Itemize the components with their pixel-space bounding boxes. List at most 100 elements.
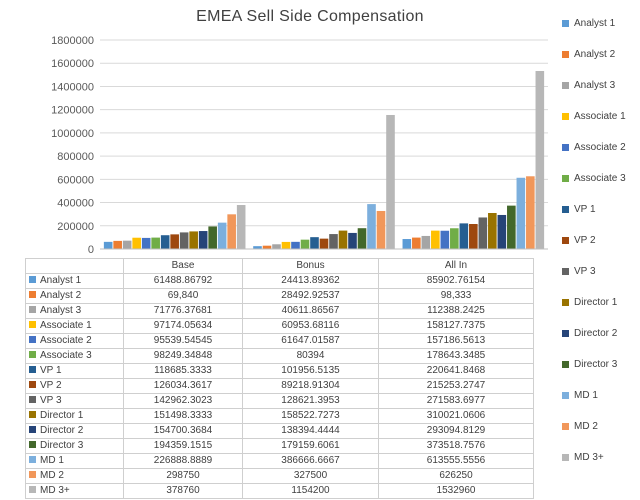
series-swatch	[29, 291, 36, 298]
legend-label: MD 3+	[574, 452, 638, 463]
series-name: Director 1	[40, 410, 83, 421]
data-value-cell: 142962.3023	[124, 394, 243, 409]
bar-md-2-all-in	[526, 176, 535, 249]
data-value-cell: 98,333	[379, 289, 534, 304]
chart-title: EMEA Sell Side Compensation	[40, 8, 580, 26]
series-swatch	[29, 456, 36, 463]
data-value-cell: 271583.6977	[379, 394, 534, 409]
legend-label: Associate 3	[574, 173, 638, 184]
y-tick-label: 1800000	[51, 35, 94, 47]
bar-vp-2-base	[170, 234, 179, 249]
series-swatch	[29, 396, 36, 403]
series-row-label: Associate 1	[26, 319, 124, 334]
data-value-cell: 378760	[124, 484, 243, 499]
data-value-cell: 293094.8129	[379, 424, 534, 439]
chart-frame: 0 200000 400000 600000 800000 1000000 1200000 1…	[0, 0, 640, 500]
bar-vp-3-bonus	[329, 234, 338, 249]
data-value-cell: 98249.34848	[124, 349, 243, 364]
table-row: Associate 1 97174.05634 60953.68116 158127.…	[26, 319, 534, 334]
series-name: VP 1	[40, 365, 62, 376]
bar-analyst-2-base	[113, 241, 122, 249]
table-row: MD 1 226888.8889 386666.6667 613555.5556	[26, 454, 534, 469]
legend-swatch	[562, 113, 569, 120]
table-row: VP 2 126034.3617 89218.91304 215253.2747	[26, 379, 534, 394]
data-value-cell: 373518.7576	[379, 439, 534, 454]
series-row-label: Analyst 1	[26, 274, 124, 289]
bar-analyst-3-base	[123, 241, 132, 249]
data-value-cell: 97174.05634	[124, 319, 243, 334]
legend-label: Associate 2	[574, 142, 638, 153]
series-name: Analyst 1	[40, 275, 81, 286]
table-row: Associate 3 98249.34848 80394 178643.3485	[26, 349, 534, 364]
data-value-cell: 327500	[243, 469, 379, 484]
data-value-cell: 179159.6061	[243, 439, 379, 454]
bar-vp-1-bonus	[310, 237, 319, 249]
data-value-cell: 158127.7375	[379, 319, 534, 334]
legend-label: MD 2	[574, 421, 638, 432]
bar-analyst-3-all-in	[422, 236, 431, 249]
y-tick-label: 800000	[57, 151, 94, 163]
bar-md-1-all-in	[517, 178, 526, 249]
series-swatch	[29, 441, 36, 448]
bar-vp-1-all-in	[460, 223, 469, 249]
y-tick-label: 1400000	[51, 81, 94, 93]
bar-md-3--all-in	[536, 71, 545, 249]
data-value-cell: 40611.86567	[243, 304, 379, 319]
bar-md-1-bonus	[367, 204, 376, 249]
bar-associate-1-bonus	[282, 242, 291, 249]
series-swatch	[29, 366, 36, 373]
series-swatch	[29, 411, 36, 418]
series-name: Analyst 2	[40, 290, 81, 301]
bar-associate-3-base	[151, 238, 160, 249]
legend-swatch	[562, 82, 569, 89]
series-row-label: Associate 2	[26, 334, 124, 349]
data-value-cell: 85902.76154	[379, 274, 534, 289]
series-name: MD 3+	[40, 485, 70, 496]
data-value-cell: 61647.01587	[243, 334, 379, 349]
data-value-cell: 226888.8889	[124, 454, 243, 469]
legend-swatch	[562, 144, 569, 151]
series-row-label: Associate 3	[26, 349, 124, 364]
table-row: VP 1 118685.3333 101956.5135 220641.8468	[26, 364, 534, 379]
table-row: Associate 2 95539.54545 61647.01587 157186.…	[26, 334, 534, 349]
data-value-cell: 128621.3953	[243, 394, 379, 409]
legend-swatch	[562, 51, 569, 58]
legend-label: VP 3	[574, 266, 638, 277]
data-value-cell: 626250	[379, 469, 534, 484]
data-value-cell: 101956.5135	[243, 364, 379, 379]
bar-vp-2-all-in	[469, 224, 478, 249]
data-value-cell: 220641.8468	[379, 364, 534, 379]
bar-md-3--base	[237, 205, 246, 249]
legend-swatch	[562, 20, 569, 27]
series-swatch	[29, 276, 36, 283]
series-name: VP 3	[40, 395, 62, 406]
series-row-label: MD 3+	[26, 484, 124, 499]
series-row-label: VP 2	[26, 379, 124, 394]
data-value-cell: 1154200	[243, 484, 379, 499]
bar-director-3-all-in	[507, 206, 516, 249]
legend-label: Director 1	[574, 297, 638, 308]
series-swatch	[29, 321, 36, 328]
legend-label: Director 2	[574, 328, 638, 339]
legend-label: Associate 1	[574, 111, 638, 122]
series-row-label: MD 2	[26, 469, 124, 484]
series-swatch	[29, 336, 36, 343]
legend-swatch	[562, 206, 569, 213]
bar-director-1-bonus	[339, 231, 348, 249]
legend-swatch	[562, 392, 569, 399]
data-value-cell: 112388.2425	[379, 304, 534, 319]
table-row: Director 2 154700.3684 138394.4444 293094.8…	[26, 424, 534, 439]
category-label: Base	[124, 259, 243, 274]
bar-analyst-1-base	[104, 242, 113, 249]
series-row-label: Analyst 2	[26, 289, 124, 304]
bar-director-3-bonus	[358, 228, 367, 249]
bar-vp-1-base	[161, 235, 170, 249]
table-row: Analyst 2 69,840 28492.92537 98,333	[26, 289, 534, 304]
series-row-label: VP 1	[26, 364, 124, 379]
legend-swatch	[562, 361, 569, 368]
bar-associate-1-all-in	[431, 231, 440, 249]
data-value-cell: 613555.5556	[379, 454, 534, 469]
table-row: Director 1 151498.3333 158522.7273 310021.0…	[26, 409, 534, 424]
legend-label: Director 3	[574, 359, 638, 370]
data-value-cell: 310021.0606	[379, 409, 534, 424]
